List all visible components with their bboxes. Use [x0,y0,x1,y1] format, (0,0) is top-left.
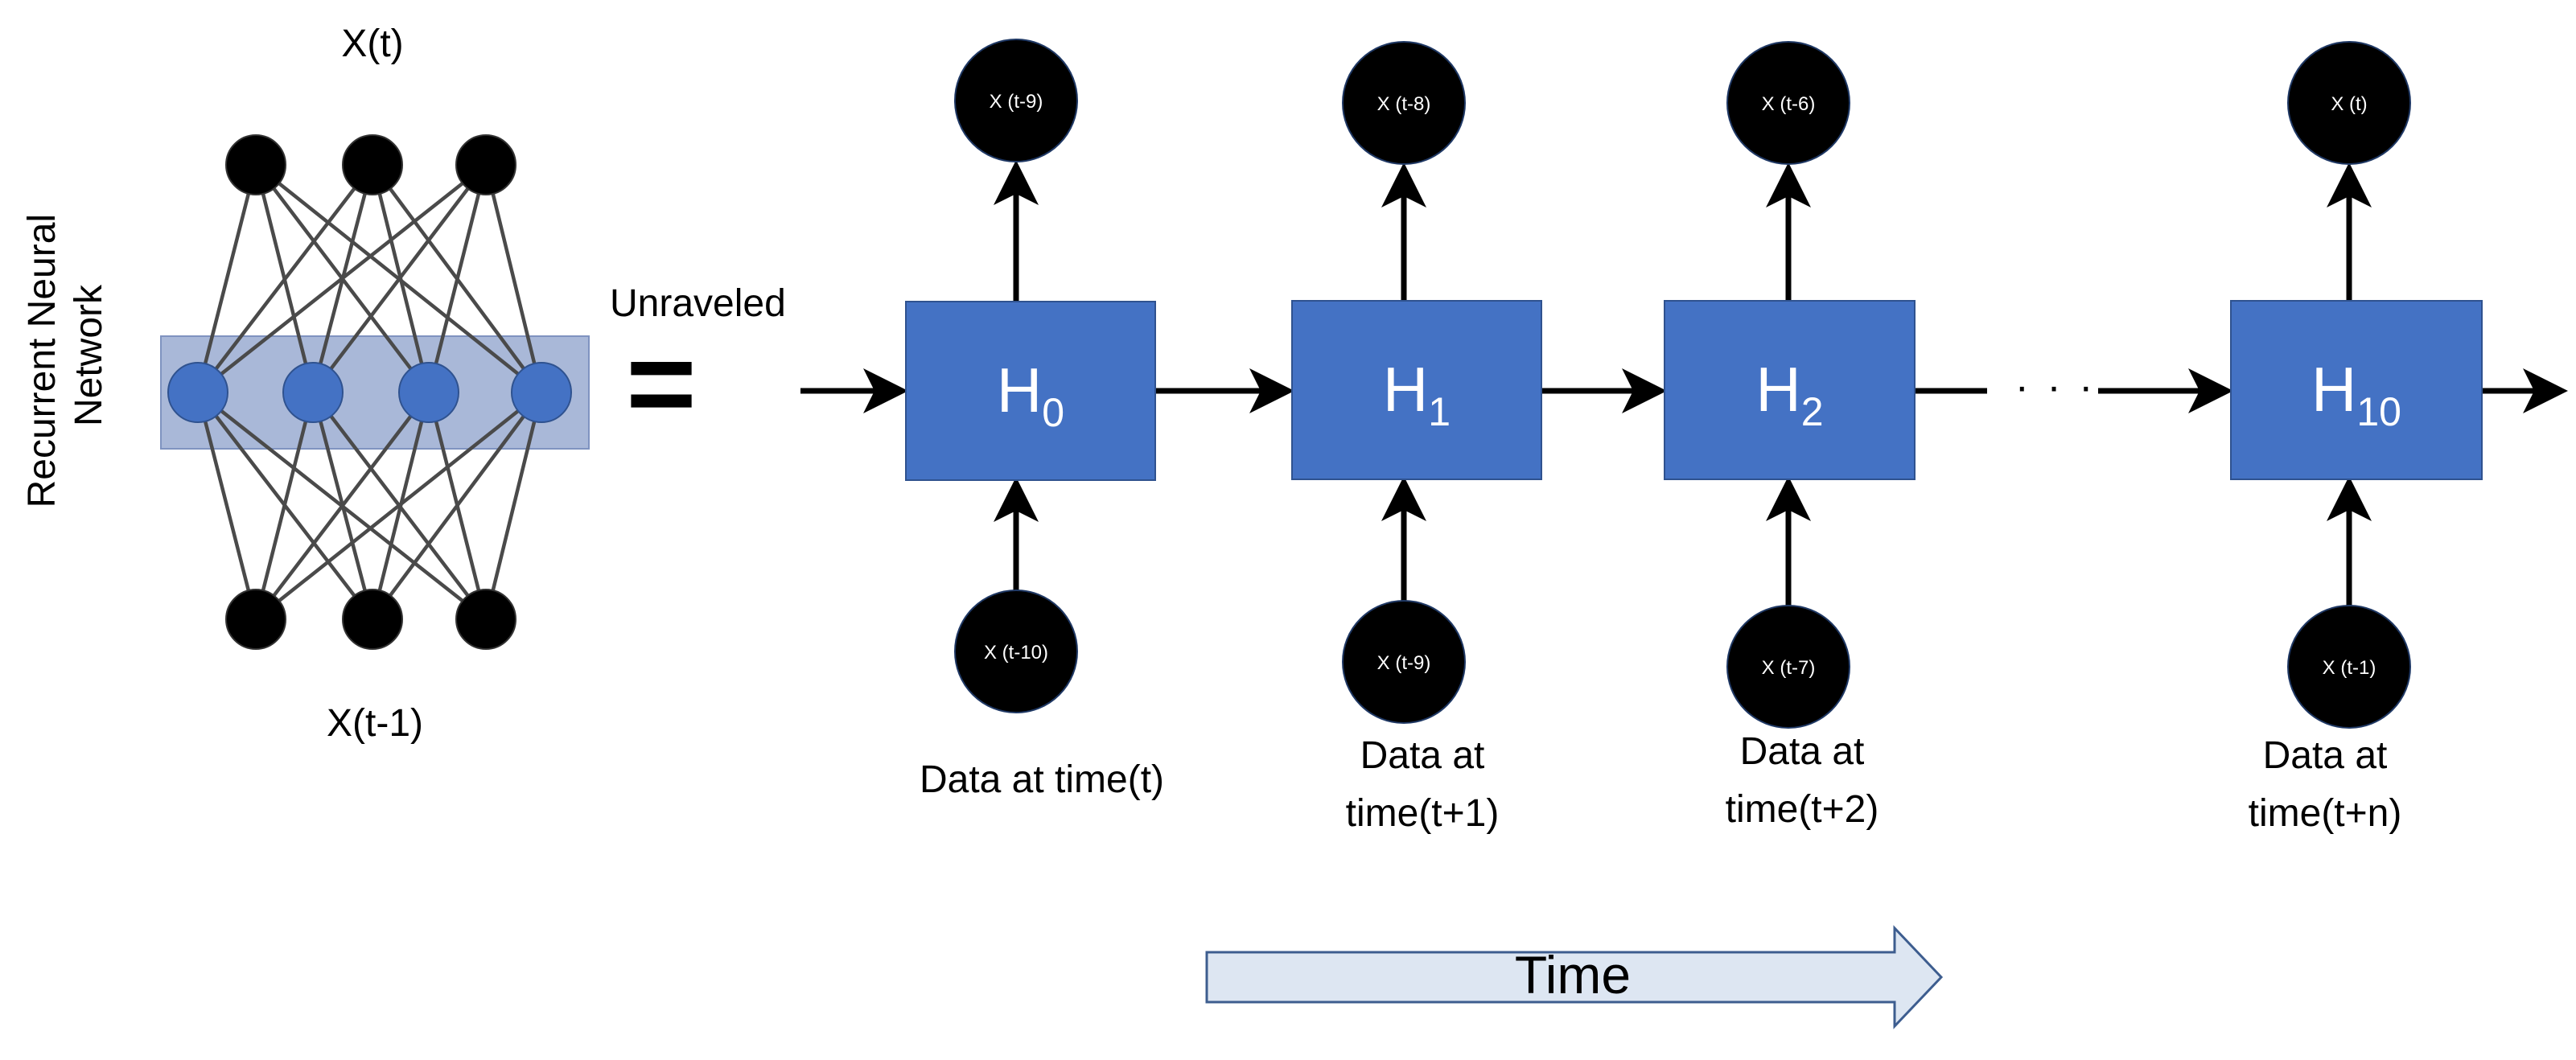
time-step-cell: H10 X (t) X (t-1) Data at time(t+n) [2230,41,2483,835]
input-node-label: X (t-1) [2323,657,2376,679]
output-node [2287,41,2411,165]
unrolled-chain: · · · [800,364,2568,413]
output-node-label: X (t-6) [1762,93,1816,115]
input-node-label: X (t-7) [1762,657,1816,679]
input-node [1342,600,1466,724]
connection-edge [196,391,488,621]
hidden-state-subscript: 2 [1801,389,1824,434]
input-node [1726,605,1850,729]
hidden-state-box [1291,300,1542,480]
hidden-node [282,362,344,423]
hidden-state-label: H0 [997,355,1064,435]
output-node-label: X (t-8) [1377,93,1431,115]
input-node [2287,605,2411,729]
hidden-state-main: H [1755,354,1800,425]
time-step-cell: H1 X (t-8) X (t-9) Data at time(t+1) [1291,41,1542,835]
input-node [954,590,1078,713]
connection-edge [484,164,544,393]
hidden-state-subscript: 1 [1428,389,1451,434]
input-node-label: X (t-10) [984,642,1048,664]
time-step-caption-line2: time(t+n) [2249,792,2402,835]
hidden-state-box [1664,300,1916,480]
time-step-caption: Data at [1740,730,1865,773]
network-connections [195,163,544,621]
hidden-node [511,362,572,423]
time-arrow: Time [1205,925,1944,1029]
hidden-state-subscript: 0 [1042,390,1064,435]
time-step-caption-line2: time(t+2) [1726,788,1879,831]
hidden-node [167,362,228,423]
output-node [1726,41,1850,165]
time-step-caption: Data at [1360,734,1485,777]
hidden-state-main: H [1383,354,1428,425]
network-nodes [167,134,572,650]
output-node [342,134,403,195]
output-node-label: X (t-9) [990,91,1043,113]
connection-edge [484,392,544,620]
unraveled-label: Unraveled [610,282,786,325]
network-bottom-label: X(t-1) [327,702,423,745]
input-node [342,589,403,650]
connection-edge [426,164,488,393]
output-node [455,134,516,195]
ellipsis: · · · [2015,364,2097,410]
time-arrow-shape [1205,925,1944,1029]
input-node-label: X (t-9) [1377,652,1431,674]
connection-edge [311,391,488,621]
equals-sign: = [626,315,697,450]
time-step-cell: H2 X (t-6) X (t-7) Data at time(t+2) [1664,41,1916,831]
network-side-label: Recurrent Neural Network [21,203,110,508]
hidden-state-main: H [997,355,1042,425]
time-step-caption: Data at [2263,734,2388,777]
connection-edge [196,163,488,394]
hidden-state-label: H2 [1755,354,1823,434]
connection-edge [196,391,374,621]
hidden-state-label: H10 [2311,354,2401,434]
connection-edge [195,392,258,620]
time-label: Time [1515,945,1631,1005]
network-top-label: X(t) [341,23,403,65]
output-node [1342,41,1466,165]
time-step-caption-line2: time(t+1) [1346,792,1500,835]
input-node [455,589,516,650]
output-node [954,39,1078,162]
input-node [225,589,286,650]
hidden-state-label: H1 [1383,354,1451,434]
hidden-state-box [905,301,1156,481]
time-step-cell: H0 X (t-9) X (t-10) Data at time(t) [905,39,1164,801]
connection-edge [195,164,258,393]
hidden-state-box [2230,300,2483,480]
connection-edge [196,163,374,394]
hidden-state-subscript: 10 [2356,389,2401,434]
connection-edge [426,392,488,620]
output-node-label: X (t) [2331,93,2367,115]
folded-network: Recurrent Neural Network X(t) X(t-1) = [21,23,697,745]
time-step-caption: Data at time(t) [920,758,1164,801]
connection-edge [311,163,488,394]
hidden-node [398,362,459,423]
output-node [225,134,286,195]
time-step-cells: H0X (t-9)X (t-10)Data at time(t)H1X (t-8… [905,39,2483,835]
hidden-state-main: H [2311,354,2356,425]
